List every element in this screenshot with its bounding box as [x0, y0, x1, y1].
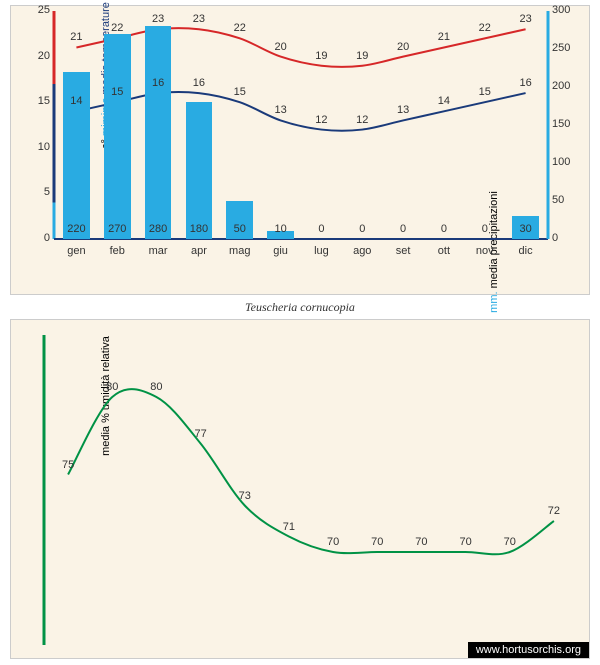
- temp-value: 14: [70, 95, 82, 107]
- x-tick-month: feb: [110, 245, 125, 257]
- temp-value: 22: [111, 22, 123, 34]
- humidity-chart: media % umidità relativa 758080777371707…: [10, 319, 590, 659]
- humidity-value: 71: [283, 521, 295, 533]
- temp-value: 16: [193, 77, 205, 89]
- y-tick-right: 300: [552, 4, 570, 16]
- precip-value: 30: [519, 223, 531, 235]
- temp-value: 14: [438, 95, 450, 107]
- precip-value: 0: [482, 223, 488, 235]
- temp-value: 20: [274, 41, 286, 53]
- x-tick-month: gen: [67, 245, 85, 257]
- humidity-value: 77: [194, 428, 206, 440]
- x-tick-month: dic: [519, 245, 533, 257]
- temp-value: 22: [234, 22, 246, 34]
- temp-value: 12: [315, 114, 327, 126]
- climate-chart: c° mimime media temperature massime mm. …: [10, 5, 590, 295]
- humidity-value: 70: [504, 536, 516, 548]
- x-tick-month: ago: [353, 245, 371, 257]
- temp-value: 13: [274, 104, 286, 116]
- precip-value: 10: [274, 223, 286, 235]
- y-tick-left: 20: [38, 50, 50, 62]
- y-tick-right: 100: [552, 156, 570, 168]
- temp-value: 13: [397, 104, 409, 116]
- precip-bar: [145, 26, 172, 239]
- precip-value: 0: [318, 223, 324, 235]
- x-tick-month: set: [396, 245, 411, 257]
- chart-title: Teuscheria cornucopia: [0, 300, 600, 315]
- footer-watermark: www.hortusorchis.org: [468, 642, 589, 658]
- precip-value: 280: [149, 223, 167, 235]
- temp-value: 23: [152, 13, 164, 25]
- x-tick-month: lug: [314, 245, 329, 257]
- x-tick-month: mar: [149, 245, 168, 257]
- y-tick-left: 5: [44, 186, 50, 198]
- precip-bar: [104, 34, 131, 239]
- humidity-value: 80: [150, 381, 162, 393]
- y-tick-right: 0: [552, 232, 558, 244]
- precip-value: 0: [359, 223, 365, 235]
- humidity-value: 70: [327, 536, 339, 548]
- x-tick-month: apr: [191, 245, 207, 257]
- temp-value: 22: [479, 22, 491, 34]
- precip-value: 0: [400, 223, 406, 235]
- temp-value: 23: [519, 13, 531, 25]
- humidity-value: 70: [459, 536, 471, 548]
- precip-value: 180: [190, 223, 208, 235]
- temp-value: 15: [479, 86, 491, 98]
- humidity-value: 70: [371, 536, 383, 548]
- humidity-value: 73: [239, 490, 251, 502]
- precip-bar: [186, 102, 213, 239]
- humidity-value: 70: [415, 536, 427, 548]
- temp-value: 15: [234, 86, 246, 98]
- temp-value: 23: [193, 13, 205, 25]
- y-tick-left: 25: [38, 4, 50, 16]
- y-tick-left: 15: [38, 95, 50, 107]
- y-tick-right: 50: [552, 194, 564, 206]
- temp-value: 16: [519, 77, 531, 89]
- x-tick-month: ott: [438, 245, 450, 257]
- precip-value: 0: [441, 223, 447, 235]
- precip-value: 220: [67, 223, 85, 235]
- temp-value: 19: [356, 50, 368, 62]
- x-tick-month: nov: [476, 245, 494, 257]
- humidity-value: 75: [62, 459, 74, 471]
- y-tick-left: 10: [38, 141, 50, 153]
- plot-area-bottom: 75 80 80 77 73 71 70 70 70 70 70 72: [46, 335, 576, 645]
- x-tick-month: giu: [273, 245, 288, 257]
- temp-value: 16: [152, 77, 164, 89]
- temp-value: 20: [397, 41, 409, 53]
- y-tick-right: 200: [552, 80, 570, 92]
- temp-value: 21: [438, 31, 450, 43]
- y-tick-right: 150: [552, 118, 570, 130]
- temp-value: 19: [315, 50, 327, 62]
- precip-value: 50: [234, 223, 246, 235]
- temp-value: 12: [356, 114, 368, 126]
- precip-value: 270: [108, 223, 126, 235]
- y-tick-right: 250: [552, 42, 570, 54]
- plot-area-top: 0510152025050100150200250300genfebmarapr…: [56, 11, 546, 261]
- temp-value: 21: [70, 31, 82, 43]
- humidity-value: 80: [106, 381, 118, 393]
- y-tick-left: 0: [44, 232, 50, 244]
- x-tick-month: mag: [229, 245, 250, 257]
- humidity-value: 72: [548, 505, 560, 517]
- temp-value: 15: [111, 86, 123, 98]
